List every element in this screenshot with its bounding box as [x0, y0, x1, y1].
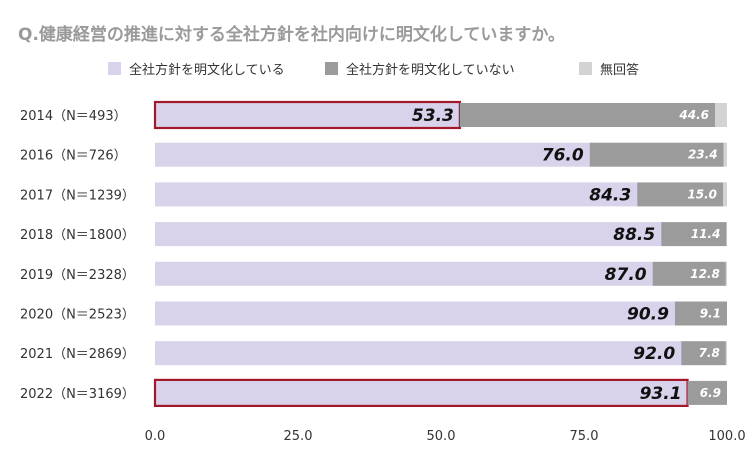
bar-segment-1: [674, 301, 727, 326]
bar-segment-0: [155, 182, 638, 207]
tick-label: 25.0: [284, 429, 313, 444]
x-axis-ticks: 0.0 25.0 50.0 75.0 100.0: [145, 429, 746, 444]
legend-swatch-0: [108, 62, 121, 75]
data-label: 11.4: [691, 227, 721, 241]
legend-label-1: 全社方針を明文化していない: [346, 62, 515, 78]
bar-segment-0: [155, 142, 590, 167]
legend-swatch-1: [325, 62, 338, 75]
bar-segment-0: [155, 301, 675, 326]
bar-segment-2: [723, 142, 727, 167]
legend: 全社方針を明文化している 全社方針を明文化していない 無回答: [108, 62, 639, 78]
legend-swatch-2: [579, 62, 592, 75]
tick-label: 75.0: [570, 429, 599, 444]
data-label: 90.9: [627, 305, 669, 325]
category-label: 2021（N＝2869）: [20, 347, 135, 362]
bar-segment-1: [687, 380, 727, 405]
bar-segment-1: [661, 222, 727, 247]
data-label: 7.8: [699, 346, 720, 360]
legend-label-0: 全社方針を明文化している: [129, 62, 285, 78]
data-label: 44.6: [678, 108, 709, 122]
bar-segment-1: [637, 182, 723, 207]
data-label: 6.9: [700, 386, 721, 400]
bar-segment-0: [155, 222, 662, 247]
bar-segment-1: [681, 341, 726, 366]
bar-segment-2: [726, 222, 727, 247]
bar-segment-0: [155, 103, 460, 127]
data-label: 84.3: [589, 185, 631, 205]
bar-segment-2: [722, 182, 727, 207]
data-label: 9.1: [700, 307, 721, 321]
category-label: 2018（N＝1800）: [20, 228, 135, 243]
bar-segment-0: [155, 341, 682, 366]
category-label: 2022（N＝3169）: [20, 387, 135, 402]
legend-label-2: 無回答: [600, 62, 639, 78]
category-label: 2014（N＝493）: [20, 109, 127, 124]
bar-segment-0: [155, 261, 653, 286]
category-label: 2019（N＝2328）: [20, 268, 135, 283]
category-label: 2017（N＝1239）: [20, 188, 135, 203]
data-label: 76.0: [542, 146, 584, 166]
bar-segment-1: [589, 142, 724, 167]
chart-title: Q.健康経営の推進に対する全社方針を社内向けに明文化していますか。: [18, 24, 565, 45]
bar-segment-0: [155, 380, 688, 405]
tick-label: 0.0: [145, 429, 166, 444]
data-label: 88.5: [613, 225, 655, 245]
bar-segment-1: [652, 261, 726, 286]
data-label: 12.8: [690, 267, 720, 281]
category-label: 2020（N＝2523）: [20, 308, 135, 323]
data-label: 53.3: [412, 106, 454, 126]
tick-label: 50.0: [427, 429, 456, 444]
data-label: 23.4: [688, 148, 718, 162]
category-labels: 2014（N＝493） 2016（N＝726） 2017（N＝1239） 2018（N…: [20, 109, 135, 402]
data-label: 92.0: [633, 344, 675, 364]
bar-segment-2: [714, 103, 727, 127]
bar-segment-2: [725, 261, 727, 286]
data-label: 87.0: [605, 265, 647, 285]
category-label: 2016（N＝726）: [20, 149, 127, 164]
tick-label: 100.0: [708, 429, 745, 444]
bar-segment-2: [725, 341, 727, 366]
bar-segment-1: [459, 103, 715, 127]
data-label: 93.1: [640, 384, 682, 404]
bars: 53.3 44.6 76.0 23.4 84.3 15.0 88.5 11.4 87.0 12.8…: [153, 100, 727, 407]
data-label: 15.0: [687, 187, 717, 201]
